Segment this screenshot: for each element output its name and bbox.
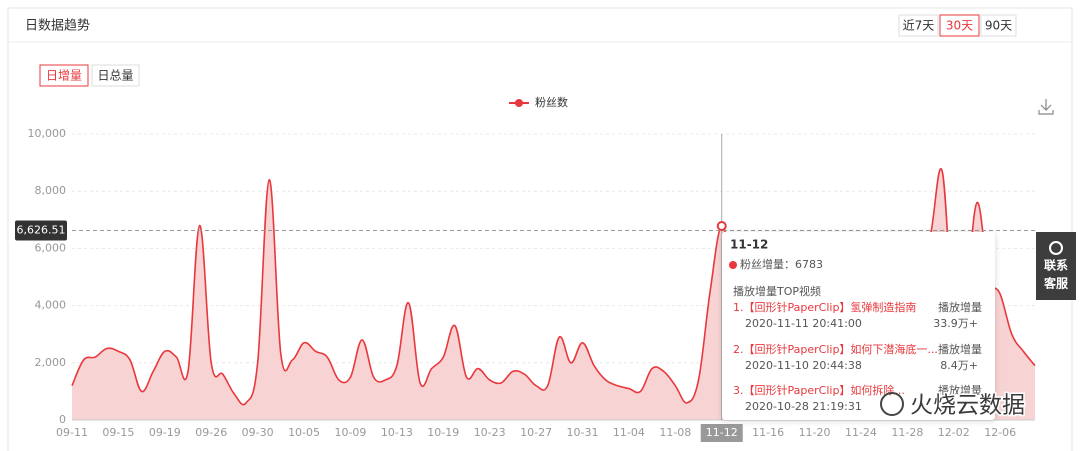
x-tick-label: 12-02 [938,426,970,439]
x-tick-label: 11-12 [706,426,738,439]
toggle-label: 日增量 [46,69,82,83]
range-label: 90天 [985,19,1012,33]
tooltip [722,232,995,420]
video-metric-value: 8.4万+ [940,359,978,372]
video-metric-value: 33.9万+ [933,317,978,330]
hover-point [716,221,727,232]
x-tick-label: 11-28 [891,426,923,439]
legend-dot [515,99,523,107]
x-tick-label: 10-31 [567,426,599,439]
x-tick-label: 12-06 [984,426,1016,439]
tooltip-section-title: 播放增量TOP视频 [733,284,821,298]
video-title[interactable]: 1.【回形针PaperClip】氢弹制造指南 [733,300,916,314]
toggle-button[interactable] [91,64,140,87]
x-tick-label: 11-24 [845,426,877,439]
legend-label: 粉丝数 [535,96,568,109]
x-tick-label: 11-08 [659,426,691,439]
range-button[interactable] [980,14,1017,37]
range-label: 30天 [946,19,973,33]
y-tick-label: 0 [59,413,66,426]
watermark-logo [880,392,904,416]
side-button-label: 客服 [1043,276,1069,291]
x-tick-label: 09-11 [56,426,88,439]
pointer-label: 6,626.51 [17,223,66,236]
video-title[interactable]: 3.【回形针PaperClip】如何拆除... [733,383,905,397]
x-tick-label: 10-13 [381,426,413,439]
x-tick-label: 10-05 [288,426,320,439]
y-tick-label: 4,000 [35,299,67,312]
video-metric: 播放增量 [938,342,982,356]
x-tick-label: 09-30 [242,426,274,439]
y-tick-label: 2,000 [35,356,67,369]
toggle-label: 日总量 [97,69,133,83]
video-metric: 播放增量 [938,300,982,314]
x-tick-label: 11-04 [613,426,645,439]
y-tick-label: 6,000 [35,241,67,254]
side-button[interactable] [1036,232,1076,300]
video-time: 2020-10-28 21:19:31 [745,400,862,413]
range-button[interactable] [939,14,980,37]
pointer-label-box [15,220,67,241]
x-tick-label: 10-23 [474,426,506,439]
watermark: 火烧云数据 [910,393,1025,419]
x-tick-label: 11-16 [752,426,784,439]
card-title: 日数据趋势 [25,18,90,34]
video-metric: 播放增量 [938,383,982,397]
y-tick-label: 8,000 [35,184,67,197]
toggle-button[interactable] [39,64,89,87]
x-tick-label: 10-09 [334,426,366,439]
x-tick-label: 09-15 [102,426,134,439]
x-tick-label: 09-19 [149,426,181,439]
range-label: 近7天 [903,19,935,33]
tooltip-date: 11-12 [730,238,768,252]
tooltip-dot [729,261,737,269]
x-pointer-box [700,424,743,442]
x-tick-label: 11-20 [799,426,831,439]
x-tick-label: 10-27 [520,426,552,439]
video-time: 2020-11-11 20:41:00 [745,317,862,330]
range-button[interactable] [898,14,939,37]
x-tick-label: 09-26 [195,426,227,439]
download-icon[interactable] [1038,99,1054,115]
side-button-label: 联系 [1044,258,1068,273]
video-title[interactable]: 2.【回形针PaperClip】如何下潜海底一... [733,342,938,356]
tooltip-value: 6783 [795,258,823,271]
x-tick-label: 10-19 [427,426,459,439]
tooltip-value-label: 粉丝增量： [740,257,795,271]
side-icon [1049,241,1063,255]
y-tick-label: 10,000 [28,127,67,140]
video-time: 2020-11-10 20:44:38 [745,359,862,372]
